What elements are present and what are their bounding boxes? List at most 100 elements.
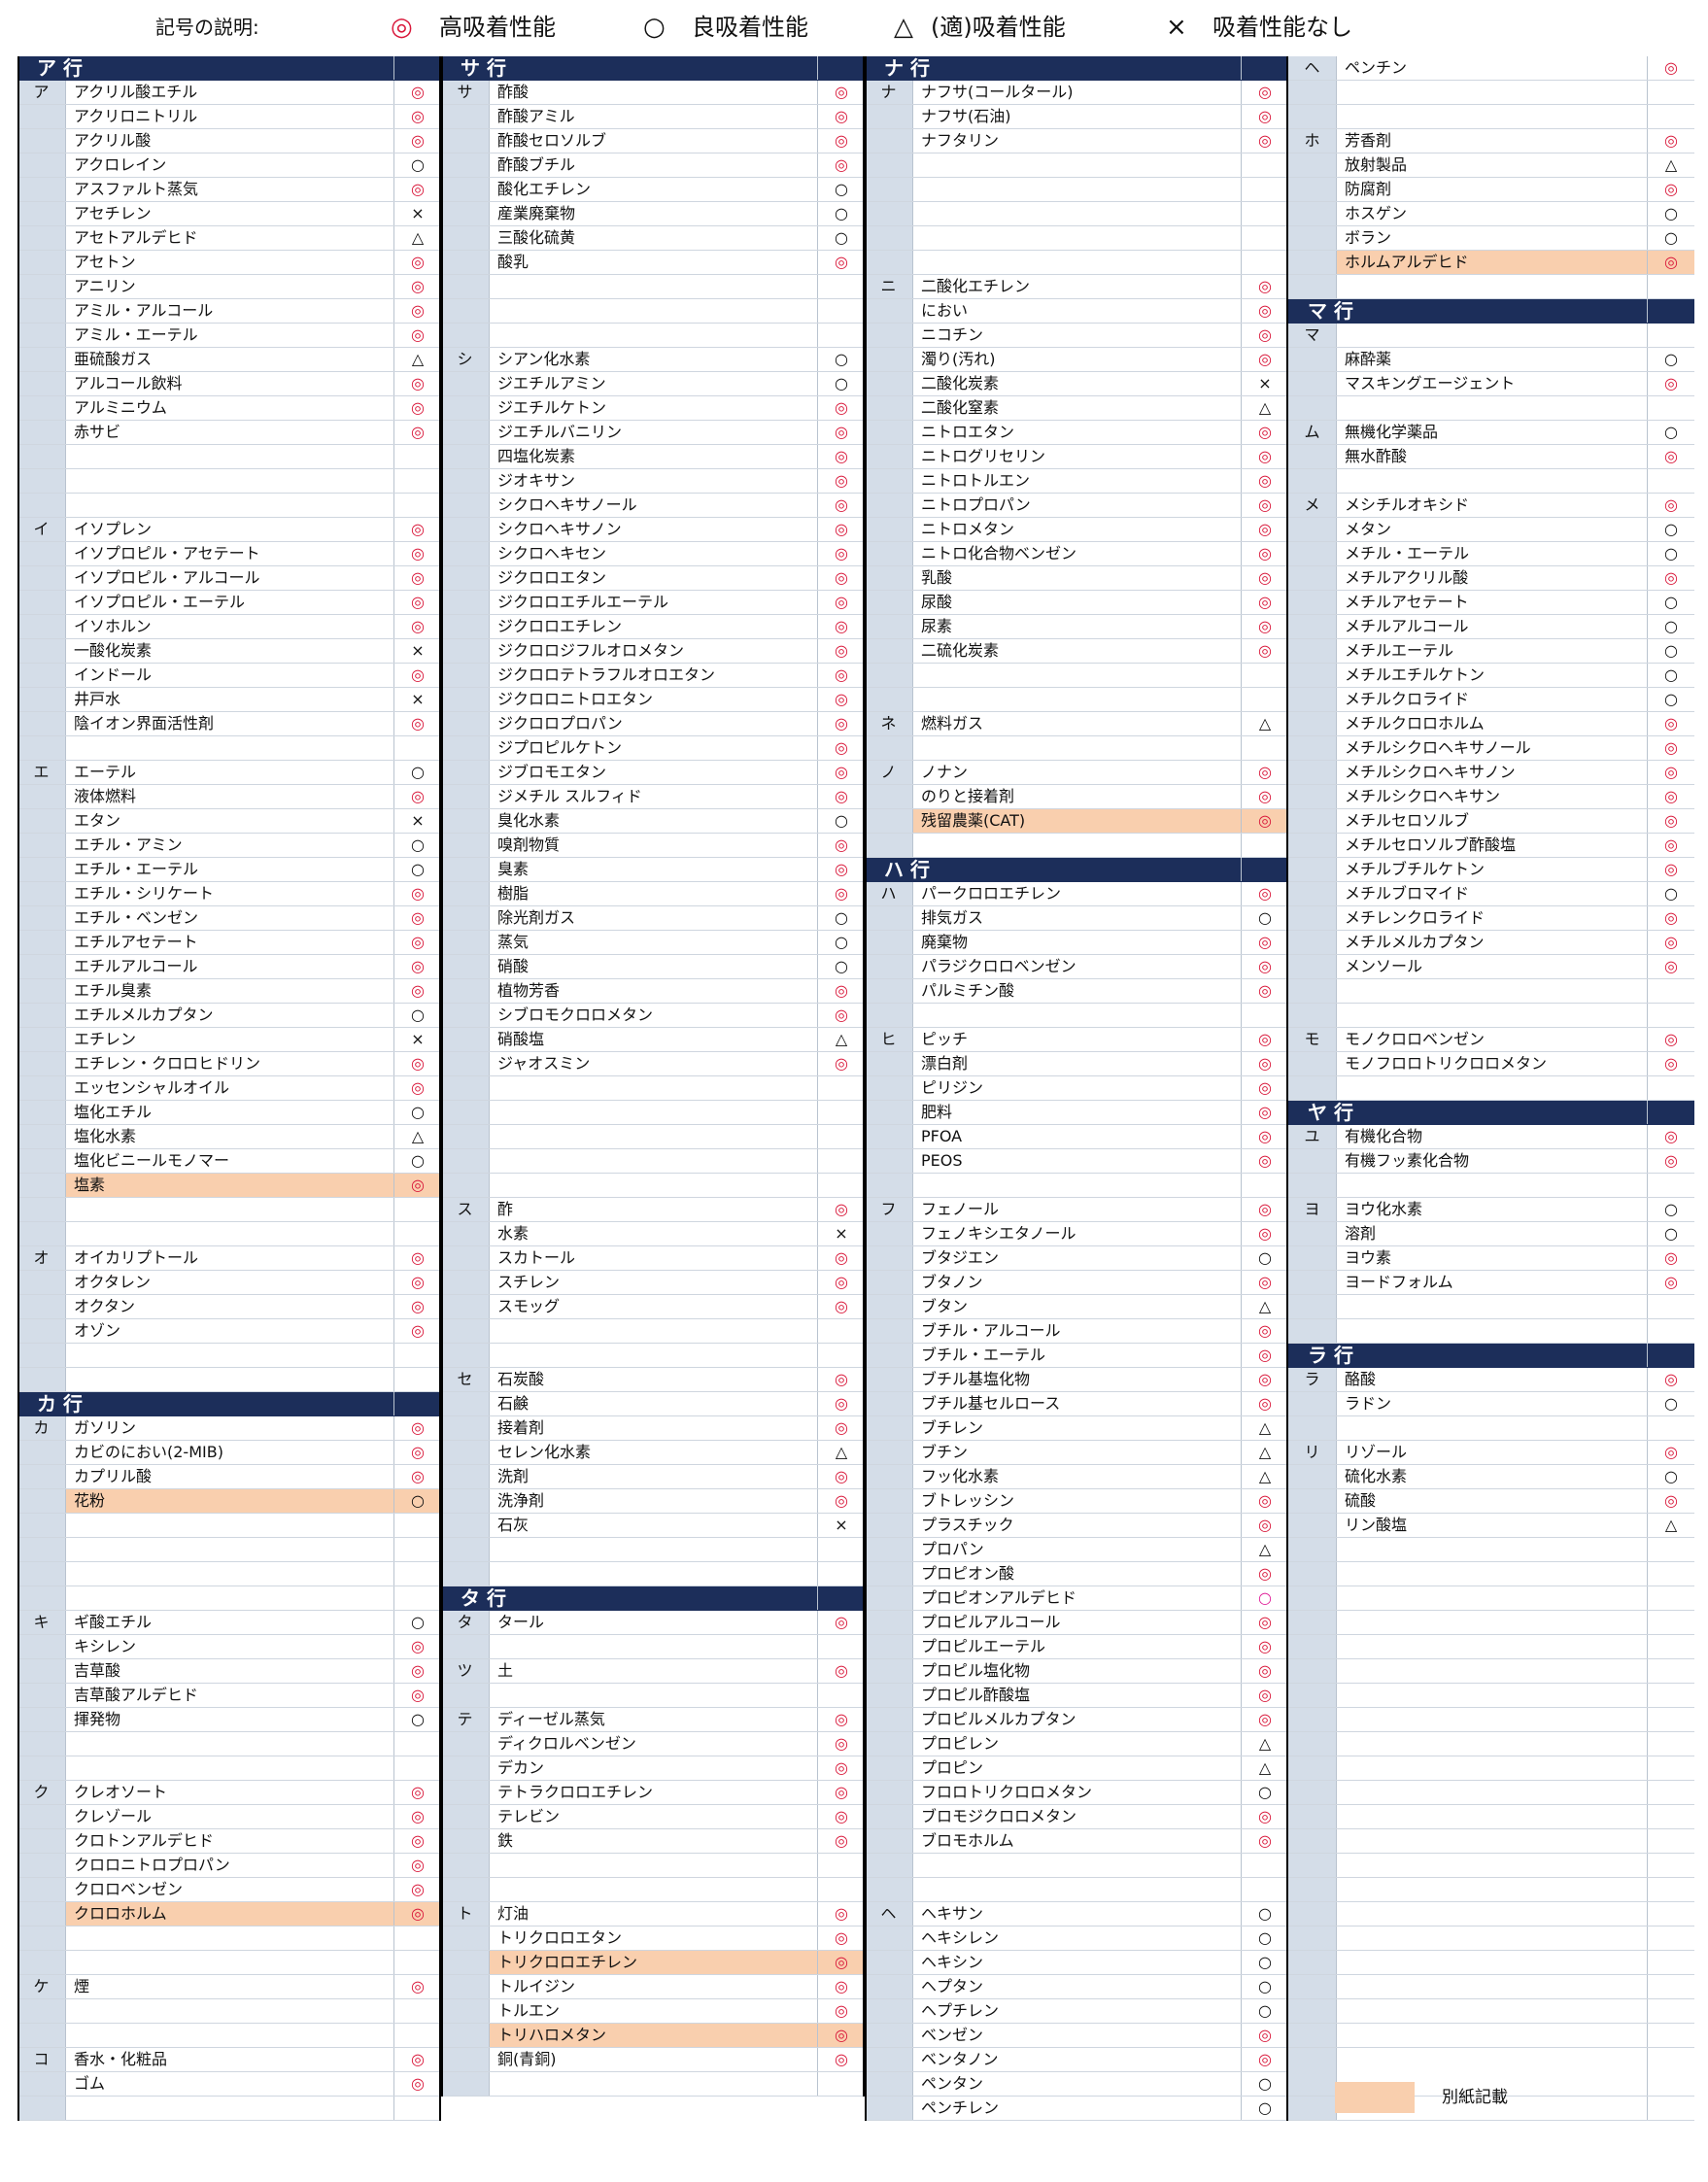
kana-cell: [17, 324, 66, 347]
substance-name-cell: [1337, 1854, 1648, 1877]
table-row: ジプロピルケトン ◎: [441, 736, 865, 761]
table-row: ナナフサ(コールタール) ◎: [865, 81, 1288, 105]
substance-name-cell: [913, 178, 1242, 201]
substance-name-cell: [490, 324, 818, 347]
kana-cell: [865, 1611, 913, 1634]
table-row: [1288, 1902, 1694, 1926]
substance-name-cell: [1337, 2024, 1648, 2047]
rating-symbol-cell: [1648, 1805, 1694, 1828]
kana-cell: [865, 1149, 913, 1173]
kana-cell: [1288, 1295, 1337, 1318]
rating-symbol-cell: ○: [1664, 520, 1678, 538]
table-row: [17, 1538, 441, 1562]
rating-symbol-cell: [1242, 226, 1288, 250]
substance-name-cell: プロピル塩化物: [913, 1659, 1242, 1683]
substance-name-cell: PEOS: [913, 1149, 1242, 1173]
kana-cell: [441, 1829, 490, 1853]
table-row: ニトログリセリン ◎: [865, 445, 1288, 469]
kana-cell: [441, 1878, 490, 1901]
substance-name-cell: 煙: [66, 1975, 394, 1998]
substance-name-cell: 二酸化炭素: [913, 372, 1242, 395]
table-row: ブチン △: [865, 1441, 1288, 1465]
kana-cell: [865, 1659, 913, 1683]
section-header-spacer: [1647, 299, 1694, 323]
table-row: 石鹸 ◎: [441, 1392, 865, 1416]
kana-cell: [17, 1805, 66, 1828]
rating-symbol-cell: ◎: [411, 1831, 425, 1850]
kana-cell: [441, 1416, 490, 1440]
rating-symbol-cell: [1648, 81, 1694, 104]
rating-symbol-cell: [818, 1562, 865, 1585]
rating-symbol-cell: ◎: [835, 981, 848, 1000]
table-row: 吉草酸アルデヒド ◎: [17, 1684, 441, 1708]
table-row: [1288, 1611, 1694, 1635]
substance-name-cell: 石炭酸: [490, 1368, 818, 1391]
kana-cell: [865, 639, 913, 663]
rating-symbol-cell: ◎: [411, 544, 425, 563]
kana-cell: [17, 396, 66, 420]
kana-cell: [865, 1344, 913, 1367]
rating-symbol-cell: ◎: [835, 1613, 848, 1631]
kana-cell: [865, 1854, 913, 1877]
rating-symbol-cell: ◎: [411, 593, 425, 611]
table-row: プロピオン酸 ◎: [865, 1562, 1288, 1586]
rating-symbol-cell: ◎: [835, 107, 848, 125]
substance-name-cell: ジプロピルケトン: [490, 736, 818, 760]
kana-cell: [441, 518, 490, 541]
table-row: トルイジン ◎: [441, 1975, 865, 1999]
substance-name-cell: プラスチック: [913, 1514, 1242, 1537]
table-row: カガソリン ◎: [17, 1416, 441, 1441]
legend-bar: 記号の説明: ◎ 高吸着性能 ○ 良吸着性能 △ (適)吸着性能 × 吸着性能な…: [0, 0, 1708, 56]
rating-symbol-cell: ◎: [411, 1856, 425, 1874]
substance-name-cell: 硝酸: [490, 955, 818, 978]
kana-cell: [1288, 251, 1337, 274]
kana-cell: [865, 688, 913, 711]
table-row: ペンタン ○: [865, 2072, 1288, 2097]
table-row: におい ◎: [865, 299, 1288, 324]
substance-name-cell: 硫酸: [1337, 1489, 1648, 1513]
substance-name-cell: メチル・エーテル: [1337, 542, 1648, 565]
table-row: [1288, 1635, 1694, 1659]
rating-symbol-cell: ◎: [1258, 1151, 1272, 1170]
table-row: [17, 1368, 441, 1392]
rating-symbol-cell: [394, 2024, 441, 2047]
substance-name-cell: アスファルト蒸気: [66, 178, 394, 201]
kana-cell: [441, 542, 490, 565]
table-row: 洗剤 ◎: [441, 1465, 865, 1489]
kana-cell: [17, 566, 66, 590]
rating-symbol-cell: ○: [411, 860, 425, 878]
section-header-spacer: [1241, 858, 1288, 881]
rating-symbol-cell: ○: [835, 374, 848, 392]
table-row: 乳酸 ◎: [865, 566, 1288, 591]
table-row: [17, 1222, 441, 1246]
substance-name-cell: 無機化学薬品: [1337, 421, 1648, 444]
rating-symbol-cell: ○: [1258, 2098, 1272, 2117]
table-row: [17, 736, 441, 761]
table-row: メチルセロソルブ ◎: [1288, 809, 1694, 834]
substance-name-cell: ブチル・アルコール: [913, 1319, 1242, 1343]
kana-cell: [441, 1441, 490, 1464]
kana-cell: [1288, 1222, 1337, 1245]
legend-title: 記号の説明:: [155, 16, 259, 39]
table-row: メチルアクリル酸 ◎: [1288, 566, 1694, 591]
substance-name-cell: [913, 1854, 1242, 1877]
table-row: エチル・ベンゼン ◎: [17, 906, 441, 931]
table-row: オクタン ◎: [17, 1295, 441, 1319]
substance-name-cell: ナフタリン: [913, 129, 1242, 153]
table-row: [1288, 1854, 1694, 1878]
kana-cell: [1288, 348, 1337, 371]
substance-name-cell: [1337, 1732, 1648, 1756]
substance-name-cell: [1337, 1004, 1648, 1027]
table-row: ジャオスミン ◎: [441, 1052, 865, 1076]
rating-symbol-cell: [818, 299, 865, 323]
substance-name-cell: 二酸化エチレン: [913, 275, 1242, 298]
rating-symbol-cell: ○: [1664, 617, 1678, 635]
rating-symbol-cell: ◎: [1664, 763, 1678, 781]
kana-cell: [441, 1028, 490, 1051]
table-row: [1288, 1975, 1694, 1999]
section-header: カ 行: [17, 1392, 441, 1416]
substance-name-cell: 二酸化窒素: [913, 396, 1242, 420]
table-row: エチレン ×: [17, 1028, 441, 1052]
rating-symbol-cell: ◎: [411, 665, 425, 684]
table-row: ブチル・エーテル ◎: [865, 1344, 1288, 1368]
